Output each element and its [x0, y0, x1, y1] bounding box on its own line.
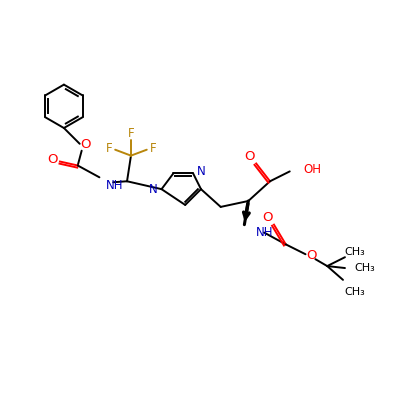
Text: O: O	[262, 211, 272, 224]
Text: CH₃: CH₃	[344, 247, 365, 257]
Text: NH: NH	[106, 179, 124, 192]
Text: N: N	[149, 183, 158, 196]
Text: OH: OH	[304, 163, 322, 176]
Text: O: O	[80, 138, 91, 151]
Text: NH: NH	[256, 226, 274, 239]
Text: F: F	[150, 142, 157, 155]
Text: N: N	[197, 165, 205, 178]
Text: O: O	[306, 249, 317, 262]
Text: CH₃: CH₃	[354, 263, 375, 273]
Text: F: F	[128, 128, 134, 140]
Text: F: F	[106, 142, 112, 155]
Text: O: O	[244, 150, 254, 163]
Text: O: O	[47, 153, 57, 166]
Text: CH₃: CH₃	[344, 287, 365, 297]
